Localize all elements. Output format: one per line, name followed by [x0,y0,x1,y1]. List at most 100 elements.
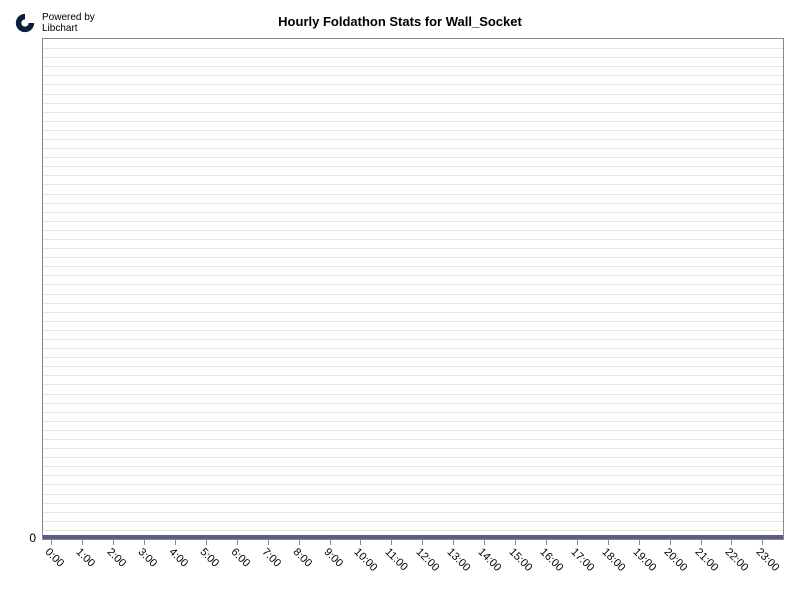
gridline [43,194,783,195]
x-tick-label: 18:00 [599,546,627,574]
x-tick-mark [546,540,547,545]
chart-title: Hourly Foldathon Stats for Wall_Socket [0,14,800,29]
gridline [43,75,783,76]
x-tick-mark [484,540,485,545]
gridline [43,384,783,385]
gridline [43,357,783,358]
gridline [43,130,783,131]
gridline [43,366,783,367]
gridline [43,530,783,531]
gridline [43,266,783,267]
x-axis-ticks: 0:00 1:00 2:00 3:004:00 5:00 6:00 7:00 8:00 9:00… [42,540,784,600]
gridline [43,175,783,176]
x-tick-label: 3:00 [136,546,160,570]
gridline [43,466,783,467]
baseline-bar [43,535,783,539]
x-tick-label: 11:00 [383,546,410,573]
x-tick-mark [731,540,732,545]
x-tick-label: 6:00 [228,546,252,570]
gridline [43,112,783,113]
gridline [43,157,783,158]
gridline [43,412,783,413]
x-tick-mark [577,540,578,545]
x-tick-mark [175,540,176,545]
gridline [43,512,783,513]
x-tick-mark [701,540,702,545]
x-tick-label: 16:00 [537,546,565,574]
gridline [43,339,783,340]
x-tick-label: 22:00 [723,546,751,574]
gridline [43,166,783,167]
x-tick-label: 5:00 [197,546,221,570]
gridline [43,484,783,485]
gridline [43,457,783,458]
x-tick-mark [51,540,52,545]
gridline [43,321,783,322]
gridline [43,212,783,213]
x-tick-label: 4:00 [166,546,190,570]
x-tick-label: 17:00 [568,546,596,574]
gridline [43,221,783,222]
x-tick-mark [360,540,361,545]
gridline [43,66,783,67]
gridline [43,521,783,522]
x-tick-label: 10:00 [352,546,380,574]
x-tick-mark [144,540,145,545]
x-tick-mark [268,540,269,545]
x-tick-label: 0:00 [43,546,67,570]
x-tick-mark [82,540,83,545]
gridline [43,239,783,240]
x-tick-label: 21:00 [692,546,720,574]
x-tick-label: 7:00 [259,546,283,570]
x-tick-mark [762,540,763,545]
gridline [43,284,783,285]
x-tick-mark [608,540,609,545]
x-tick-label: 9:00 [321,546,345,570]
x-tick-mark [206,540,207,545]
x-tick-label: 13:00 [445,546,473,574]
gridline [43,57,783,58]
x-tick-label: 14:00 [476,546,504,574]
gridline [43,103,783,104]
gridline [43,94,783,95]
x-tick-label: 19:00 [630,546,658,574]
x-tick-label: 8:00 [290,546,314,570]
gridline [43,394,783,395]
x-tick-mark [515,540,516,545]
plot-area [42,38,784,540]
gridline [43,257,783,258]
x-tick-mark [391,540,392,545]
gridline [43,421,783,422]
x-tick-mark [422,540,423,545]
x-tick-label: 2:00 [105,546,129,570]
gridline [43,494,783,495]
gridline [43,403,783,404]
x-tick-mark [670,540,671,545]
y-tick-label-0: 0 [6,531,36,545]
gridline [43,475,783,476]
x-tick-label: 15:00 [507,546,535,574]
x-tick-label: 1:00 [74,546,98,570]
chart-container: { "branding": { "powered_by_line1": "Pow… [0,0,800,600]
x-tick-label: 23:00 [754,546,782,574]
gridline [43,330,783,331]
x-tick-mark [639,540,640,545]
gridline [43,439,783,440]
x-tick-mark [330,540,331,545]
gridline [43,121,783,122]
gridline [43,348,783,349]
gridline [43,84,783,85]
gridline [43,448,783,449]
gridline [43,248,783,249]
gridline [43,294,783,295]
x-tick-label: 20:00 [661,546,689,574]
x-tick-label: 12:00 [414,546,442,574]
gridline [43,48,783,49]
gridlines [43,39,783,539]
gridline [43,203,783,204]
gridline [43,139,783,140]
x-tick-mark [237,540,238,545]
gridline [43,230,783,231]
gridline [43,430,783,431]
gridline [43,148,783,149]
